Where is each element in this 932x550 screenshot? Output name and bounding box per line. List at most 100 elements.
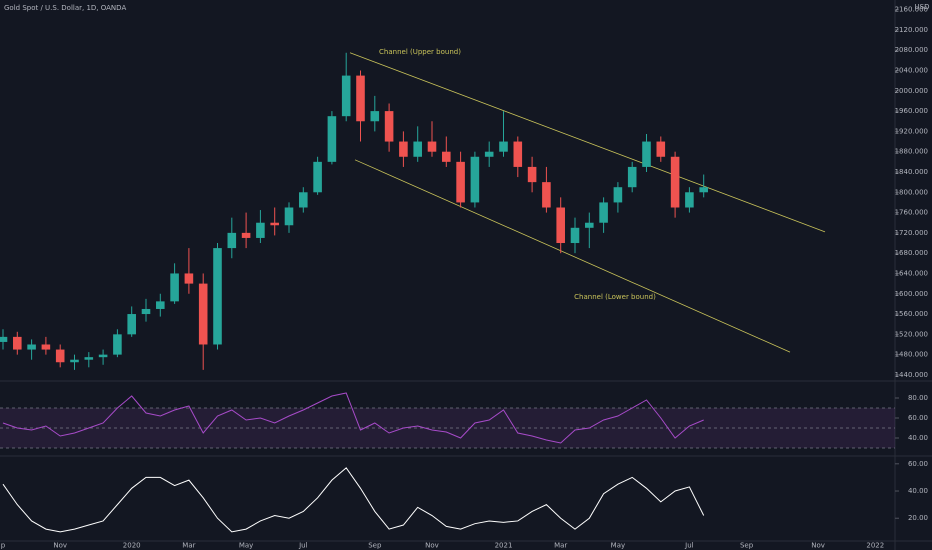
x-tick-label: p <box>1 542 6 550</box>
candle-body <box>413 141 422 157</box>
candle-body <box>113 334 122 355</box>
candle-body <box>542 182 551 208</box>
y-tick-label: 2080.000 <box>895 46 928 54</box>
y-tick-label: 1680.000 <box>895 249 928 257</box>
x-tick-label: Mar <box>554 542 567 550</box>
x-tick-label: 2021 <box>495 542 513 550</box>
y-tick-label: 1720.000 <box>895 229 928 237</box>
y-tick-label: 60.00 <box>908 460 928 468</box>
y-tick-label: 80.00 <box>908 394 928 402</box>
candle-body <box>456 161 465 203</box>
y-tick-label: 60.00 <box>908 414 928 422</box>
candle-body <box>527 166 537 183</box>
candle-body <box>270 222 279 226</box>
candle-body <box>656 141 666 157</box>
candle-body <box>213 248 222 345</box>
candle-body <box>442 151 451 162</box>
candle-body <box>499 141 508 152</box>
candle-body <box>356 75 365 122</box>
y-tick-label: 40.00 <box>908 434 928 442</box>
x-tick-label: Nov <box>811 542 825 550</box>
candle-body <box>227 232 237 249</box>
candle-body <box>427 141 437 152</box>
channel-line <box>354 159 791 353</box>
candle-body <box>84 357 94 360</box>
candle-body <box>241 232 251 238</box>
y-tick-label: 1800.000 <box>895 188 928 196</box>
y-tick-label: 1520.000 <box>895 330 928 338</box>
y-tick-label: 2120.000 <box>895 26 928 34</box>
y-tick-label: 1880.000 <box>895 148 928 156</box>
x-tick-label: Sep <box>368 542 382 550</box>
candle-body <box>198 283 208 345</box>
candle-body <box>0 336 8 342</box>
candle-body <box>170 273 179 302</box>
candle-body <box>184 273 194 284</box>
candle-body <box>556 207 565 244</box>
candle-body <box>384 111 394 142</box>
candle-body <box>313 161 322 193</box>
candle-body <box>642 141 651 167</box>
candle-body <box>484 151 494 157</box>
currency-label: USD <box>915 3 930 11</box>
candle-body <box>670 156 680 208</box>
x-tick-label: May <box>611 542 625 550</box>
candle-body <box>327 116 337 162</box>
candle-body <box>141 308 151 315</box>
x-tick-label: Sep <box>740 542 754 550</box>
x-tick-label: Mar <box>182 542 195 550</box>
channel-label: Channel (Lower bound) <box>574 293 656 301</box>
candle-body <box>256 222 265 238</box>
channel-label: Channel (Upper bound) <box>379 48 461 56</box>
candle-body <box>627 166 637 188</box>
candle-body <box>699 187 708 193</box>
y-tick-label: 1440.000 <box>895 371 928 379</box>
candle-body <box>27 344 36 350</box>
rsi-line <box>2 392 704 444</box>
candle-body <box>98 354 108 358</box>
y-tick-label: 1960.000 <box>895 107 928 115</box>
x-tick-label: Nov <box>53 542 67 550</box>
y-tick-label: 2160.000 <box>895 6 928 14</box>
y-tick-label: 1920.000 <box>895 127 928 135</box>
candle-body <box>70 359 79 363</box>
y-tick-label: 1600.000 <box>895 290 928 298</box>
x-tick-label: 2022 <box>866 542 884 550</box>
candle-body <box>127 314 136 335</box>
channel-line <box>349 52 826 233</box>
candle-body <box>513 141 523 167</box>
y-tick-label: 2040.000 <box>895 67 928 75</box>
x-tick-label: Nov <box>425 542 439 550</box>
x-tick-label: 2020 <box>123 542 141 550</box>
y-tick-label: 1560.000 <box>895 310 928 318</box>
candle-body <box>470 156 480 203</box>
candle-body <box>341 75 351 117</box>
y-tick-label: 40.00 <box>908 487 928 495</box>
symbol-title: Gold Spot / U.S. Dollar, 1D, OANDA <box>4 4 126 12</box>
y-tick-label: 1640.000 <box>895 269 928 277</box>
candle-body <box>55 349 65 363</box>
y-tick-label: 1840.000 <box>895 168 928 176</box>
x-tick-label: Jul <box>298 542 308 550</box>
y-tick-label: 20.00 <box>908 514 928 522</box>
candle-body <box>399 141 408 157</box>
oscillator-line <box>2 467 705 533</box>
x-tick-label: Jul <box>684 542 694 550</box>
candle-body <box>41 344 51 350</box>
candle-body <box>370 111 380 122</box>
y-tick-label: 1480.000 <box>895 351 928 359</box>
candle-body <box>284 207 294 226</box>
candle-body <box>299 192 308 208</box>
y-tick-label: 1760.000 <box>895 209 928 217</box>
x-tick-label: May <box>239 542 253 550</box>
candle-body <box>585 222 594 228</box>
candle-body <box>156 301 165 309</box>
candle-body <box>570 227 580 244</box>
y-tick-label: 2000.000 <box>895 87 928 95</box>
candle-body <box>599 202 608 223</box>
candle-body <box>685 192 694 208</box>
candle-body <box>613 187 623 203</box>
candle-body <box>13 336 22 350</box>
